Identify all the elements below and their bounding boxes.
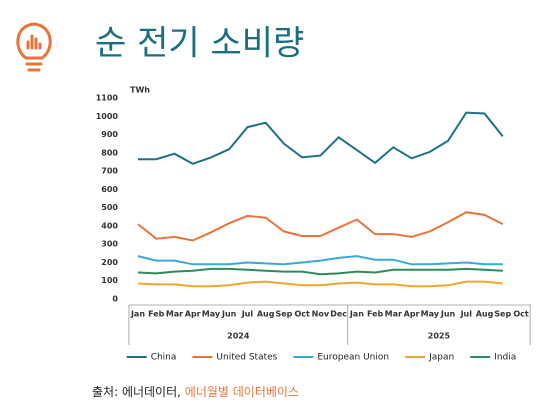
x-tick-label: Apr <box>404 310 420 319</box>
series-line <box>137 211 504 242</box>
y-tick-label: 1000 <box>96 112 119 121</box>
x-tick-label: Sep <box>275 310 292 319</box>
x-tick-label: Aug <box>476 310 494 319</box>
x-tick-label: Jul <box>460 310 473 319</box>
x-group-label: 2025 <box>428 332 451 341</box>
x-tick-label: May <box>421 310 440 319</box>
y-unit: TWh <box>130 86 150 95</box>
legend-label: European Union <box>317 353 389 363</box>
title: 순 전기 소비량 <box>95 24 304 64</box>
series-line <box>137 255 503 266</box>
x-tick-label: Jul <box>241 310 254 319</box>
x-tick-label: Nov <box>312 310 330 319</box>
x-tick-label: Aug <box>257 310 275 319</box>
series-line <box>137 280 503 288</box>
x-tick-label: Feb <box>148 310 165 319</box>
x-tick-label: Oct <box>294 310 310 319</box>
legend-label: Japan <box>428 353 454 363</box>
x-tick-label: Jun <box>221 310 237 319</box>
x-tick-label: Jun <box>440 310 456 319</box>
x-tick-label: Oct <box>513 310 529 319</box>
x-group-label: 2024 <box>227 332 250 341</box>
source-label: 출처: 에너데이터, <box>92 385 185 399</box>
legend-label: India <box>494 353 516 363</box>
x-tick-label: Dec <box>330 310 347 319</box>
legend-label: China <box>151 353 177 363</box>
y-tick-label: 600 <box>101 185 118 194</box>
x-tick-label: Jan <box>349 310 364 319</box>
y-tick-label: 900 <box>101 130 118 139</box>
x-tick-label: Mar <box>385 310 402 319</box>
legend-label: United States <box>216 353 277 363</box>
y-tick-label: 500 <box>101 203 118 212</box>
y-tick-label: 1100 <box>96 94 119 103</box>
x-tick-label: May <box>202 310 221 319</box>
y-tick-label: 100 <box>101 276 118 285</box>
y-tick-label: 0 <box>112 295 118 304</box>
source-link: 에너월별 데이터베이스 <box>185 385 299 399</box>
y-tick-label: 300 <box>101 240 118 249</box>
series-line <box>138 111 504 165</box>
x-tick-label: Mar <box>166 310 183 319</box>
source: 출처: 에너데이터, 에너월별 데이터베이스 <box>92 385 299 399</box>
y-tick-label: 700 <box>101 167 118 176</box>
series-line <box>137 267 503 276</box>
x-tick-label: Sep <box>494 310 511 319</box>
chart-area <box>90 85 540 373</box>
bulb-icon <box>16 22 52 72</box>
y-tick-label: 800 <box>101 148 118 157</box>
x-tick-label: Apr <box>185 310 201 319</box>
x-tick-label: Jan <box>130 310 145 319</box>
x-tick-label: Feb <box>367 310 384 319</box>
y-tick-label: 200 <box>101 258 118 267</box>
y-tick-label: 400 <box>101 221 118 230</box>
